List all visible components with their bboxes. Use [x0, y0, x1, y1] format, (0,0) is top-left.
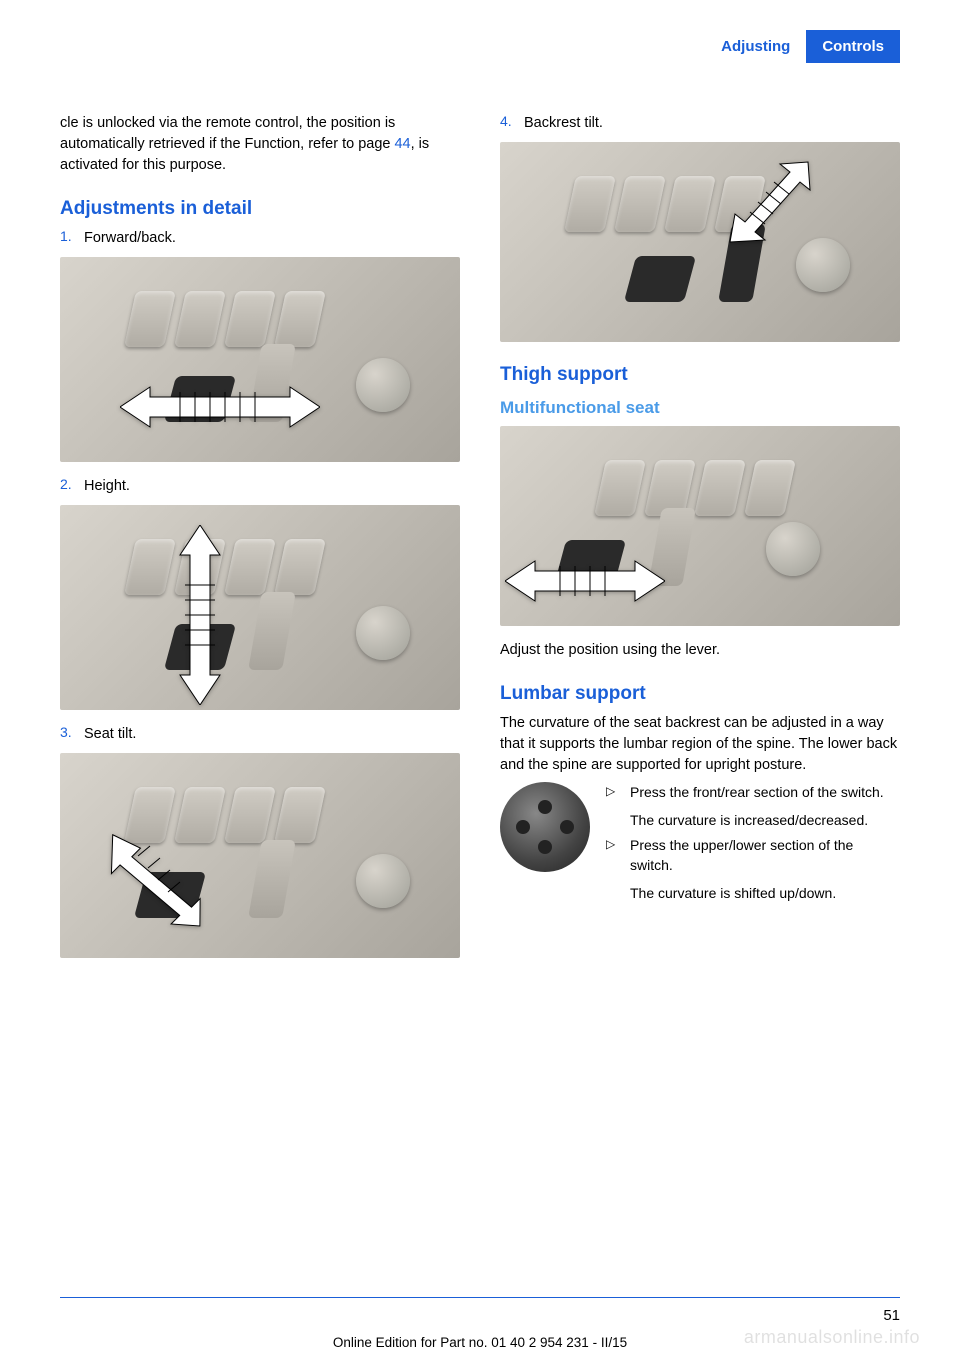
- figure-seat-tilt: [60, 753, 460, 958]
- list-num: 3.: [60, 724, 84, 745]
- figure-forward-back: [60, 257, 460, 462]
- header-tabs: Adjusting Controls: [60, 30, 900, 63]
- list-label: Forward/back.: [84, 228, 460, 249]
- thigh-text: Adjust the position using the lever.: [500, 640, 900, 661]
- bullet-marker: ▷: [606, 782, 630, 831]
- list-item-3: 3. Seat tilt.: [60, 724, 460, 745]
- bullet-text: Press the upper/lower sec­tion of the sw…: [630, 837, 853, 873]
- list-num: 1.: [60, 228, 84, 249]
- list-label: Height.: [84, 476, 460, 497]
- bullet-text: Press the front/rear section of the swit…: [630, 784, 884, 800]
- page-ref-link[interactable]: 44: [394, 136, 410, 152]
- list-num: 4.: [500, 113, 524, 134]
- lumbar-bullets: ▷ Press the front/rear section of the sw…: [606, 782, 900, 907]
- thigh-heading: Thigh support: [500, 364, 900, 386]
- list-item-4: 4. Backrest tilt.: [500, 113, 900, 134]
- multifunctional-seat-heading: Multifunctional seat: [500, 398, 900, 418]
- adjustments-heading: Adjustments in detail: [60, 198, 460, 220]
- figure-backrest-tilt: [500, 142, 900, 342]
- lumbar-switch-icon: [500, 782, 590, 872]
- bullet-result: The curvature is shifted up/down.: [630, 883, 900, 903]
- bullet-result: The curvature is increased/decreased.: [630, 810, 900, 830]
- list-label: Backrest tilt.: [524, 113, 900, 134]
- list-item-2: 2. Height.: [60, 476, 460, 497]
- intro-text-1: cle is unlocked via the remote control, …: [60, 115, 395, 152]
- bullet-marker: ▷: [606, 835, 630, 904]
- tab-chapter: Controls: [806, 30, 900, 63]
- left-column: cle is unlocked via the remote control, …: [60, 113, 460, 972]
- footer-rule: [60, 1297, 900, 1298]
- right-column: 4. Backrest tilt. Thigh support Multifun…: [500, 113, 900, 972]
- list-num: 2.: [60, 476, 84, 497]
- list-item-1: 1. Forward/back.: [60, 228, 460, 249]
- lumbar-heading: Lumbar support: [500, 683, 900, 705]
- lumbar-intro: The curvature of the seat backrest can b…: [500, 713, 900, 776]
- page-number: 51: [883, 1307, 900, 1324]
- figure-thigh-support: [500, 426, 900, 626]
- figure-height: [60, 505, 460, 710]
- list-label: Seat tilt.: [84, 724, 460, 745]
- tab-section: Adjusting: [705, 30, 806, 63]
- watermark: armanualsonline.info: [744, 1327, 920, 1348]
- intro-paragraph: cle is unlocked via the remote control, …: [60, 113, 460, 176]
